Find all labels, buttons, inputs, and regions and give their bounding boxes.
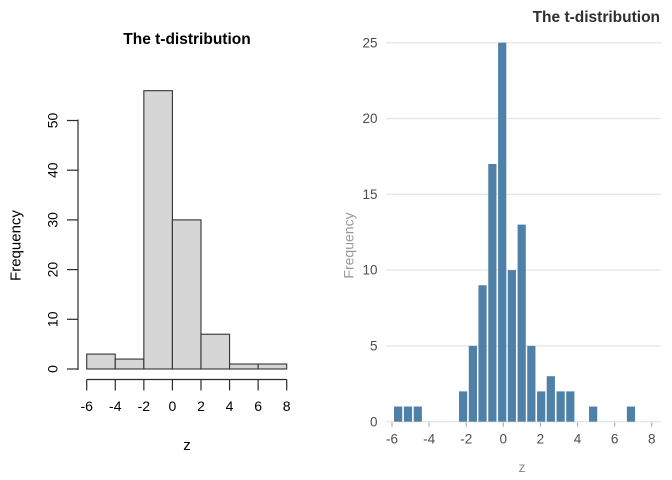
left-histogram-bar	[86, 353, 116, 370]
right-y-tick-label: 20	[362, 111, 377, 126]
left-x-tick-label: 6	[254, 398, 262, 414]
right-histogram-bar	[478, 285, 487, 422]
right-x-tick-label: -2	[460, 432, 472, 447]
right-histogram-bar	[546, 376, 555, 422]
left-histogram-bar	[171, 219, 202, 370]
right-x-tick-label: 8	[648, 432, 656, 447]
right-x-tick-label: 4	[574, 432, 582, 447]
right-x-tick-label: 6	[611, 432, 619, 447]
right-histogram-bar	[537, 391, 546, 422]
left-x-tick-label: -4	[109, 398, 122, 414]
right-y-tick-label: 25	[362, 35, 377, 50]
right-x-tick-label: 0	[500, 432, 508, 447]
right-histogram-bar	[468, 345, 477, 422]
right-histogram-bar	[556, 391, 565, 422]
right-histogram-bar	[527, 345, 536, 422]
right-histogram-bar	[566, 391, 575, 422]
right-x-tick-label: -6	[386, 432, 398, 447]
left-histogram-bar	[114, 358, 145, 370]
right-y-tick-label: 0	[370, 414, 378, 429]
left-histogram-bar	[229, 363, 259, 370]
right-y-tick-label: 5	[370, 339, 378, 354]
right-histogram-bar	[403, 406, 413, 422]
left-y-axis-label: Frequency	[7, 210, 25, 281]
right-y-axis-label: Frequency	[340, 212, 357, 279]
right-histogram-bar	[589, 406, 598, 422]
left-y-tick-label: 40	[45, 162, 61, 178]
right-histogram: 0 5 10 15 20 25 -6 -4 -2 0 2 4 6 8	[362, 35, 661, 447]
right-y-tick-label: 10	[362, 263, 377, 278]
right-histogram-bar	[626, 406, 636, 422]
left-histogram: 0 10 20 30 40 50 -6 -4 -2 0 2 4 6 8	[45, 90, 291, 414]
right-histogram-bar	[413, 406, 422, 422]
left-y-tick-label: 0	[45, 365, 61, 373]
right-histogram-bar	[517, 224, 526, 422]
left-y-tick-label: 50	[45, 113, 61, 129]
right-plot-title: The t-distribution	[532, 9, 660, 26]
left-x-tick-label: -6	[80, 398, 93, 414]
left-x-tick-label: 4	[226, 398, 234, 414]
left-x-tick-label: 2	[197, 398, 205, 414]
left-x-tick-label: 0	[169, 398, 177, 414]
right-histogram-bar	[498, 42, 507, 422]
left-histogram-bar	[257, 363, 288, 370]
left-y-tick-label: 10	[45, 311, 61, 327]
left-x-tick-label: -2	[138, 398, 151, 414]
left-x-tick-label: 8	[283, 398, 291, 414]
left-histogram-bar	[200, 333, 231, 370]
left-y-tick-label: 30	[45, 212, 61, 228]
left-x-axis-label: z	[183, 437, 191, 454]
right-x-axis-label: z	[518, 459, 526, 475]
right-y-tick-label: 15	[362, 187, 377, 202]
left-plot-title: The t-distribution	[123, 31, 251, 48]
right-x-tick-label: 2	[537, 432, 545, 447]
right-histogram-bar	[458, 391, 468, 422]
left-y-tick-label: 20	[45, 262, 61, 278]
right-histogram-bar	[394, 406, 403, 422]
right-histogram-bar	[507, 270, 516, 422]
right-histogram-bar	[488, 163, 497, 422]
right-x-tick-label: -4	[423, 432, 435, 447]
left-histogram-bar	[143, 90, 173, 370]
